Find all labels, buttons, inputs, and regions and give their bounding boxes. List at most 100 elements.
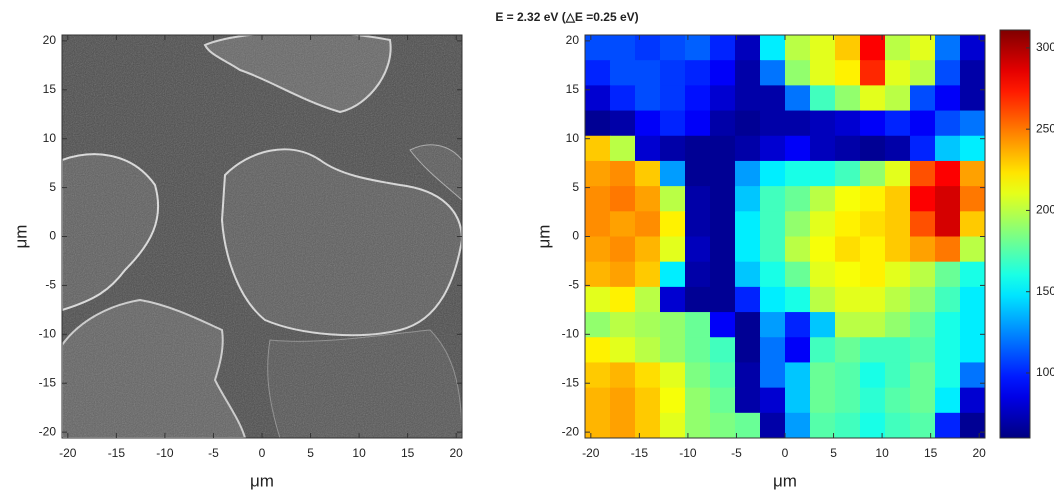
y-tick-label: -10 [562, 326, 580, 340]
heatmap-cell [710, 111, 736, 137]
y-tick-label: 10 [566, 131, 580, 145]
x-tick-label: 5 [830, 446, 837, 460]
heatmap-cell [685, 262, 711, 288]
heatmap-cell [685, 337, 711, 363]
heatmap-cell [610, 111, 636, 137]
heatmap-cell [660, 161, 686, 187]
heatmap-cell [935, 211, 961, 237]
heatmap-cell [710, 312, 736, 338]
heatmap-cell [735, 262, 761, 288]
heatmap-cell [885, 237, 911, 263]
heatmap-cell [585, 60, 611, 86]
heatmap-cell [860, 362, 886, 388]
heatmap-cell [960, 35, 986, 61]
heatmap-cell [785, 262, 811, 288]
heatmap-cell [885, 362, 911, 388]
heatmap-cell [585, 287, 611, 313]
heatmap-cell [635, 337, 661, 363]
heatmap-cell [735, 287, 761, 313]
heatmap-cell [785, 136, 811, 162]
heatmap-cell [885, 262, 911, 288]
heatmap-cell [710, 237, 736, 263]
heatmap-cell [960, 388, 986, 414]
heatmap-cell [585, 136, 611, 162]
heatmap-cell [910, 262, 936, 288]
heatmap-cell [860, 211, 886, 237]
heatmap-cell [910, 136, 936, 162]
x-tick-label: -20 [59, 446, 77, 460]
y-tick-label: 10 [43, 131, 57, 145]
heatmap-cell [835, 161, 861, 187]
heatmap-cell [910, 60, 936, 86]
heatmap-cell [685, 186, 711, 212]
heatmap-cell [610, 60, 636, 86]
y-axis-label: μm [11, 225, 30, 249]
heatmap-cell [935, 237, 961, 263]
heatmap-cell [685, 312, 711, 338]
heatmap-cell [960, 362, 986, 388]
heatmap-cell [735, 111, 761, 137]
heatmap-cell [760, 413, 786, 439]
heatmap-cell [710, 362, 736, 388]
heatmap-cell [885, 161, 911, 187]
heatmap-cell [885, 337, 911, 363]
heatmap-cell [660, 287, 686, 313]
heatmap-cell [960, 60, 986, 86]
heatmap-cell [835, 388, 861, 414]
heatmap-cell [610, 85, 636, 111]
heatmap-cell [610, 413, 636, 439]
heatmap-cell [660, 211, 686, 237]
heatmap-cell [685, 161, 711, 187]
heatmap-cell [735, 60, 761, 86]
heatmap-cell [660, 337, 686, 363]
heatmap-cell [685, 85, 711, 111]
heatmap-cell [835, 262, 861, 288]
y-tick-label: -10 [39, 326, 57, 340]
heatmap-cell [635, 388, 661, 414]
x-tick-label: 10 [352, 446, 366, 460]
heatmap-cell [935, 413, 961, 439]
heatmap-cell [910, 186, 936, 212]
heatmap-cell [610, 388, 636, 414]
heatmap-cell [885, 312, 911, 338]
x-tick-label: -15 [108, 446, 126, 460]
heatmap-cell [585, 413, 611, 439]
x-tick-label: 0 [259, 446, 266, 460]
y-tick-label: 5 [572, 180, 579, 194]
x-tick-label: 20 [972, 446, 986, 460]
heatmap-cell [835, 60, 861, 86]
heatmap-cell [760, 262, 786, 288]
heatmap-cell [885, 211, 911, 237]
heatmap-cell [860, 312, 886, 338]
heatmap-cell [735, 85, 761, 111]
heatmap-cell [910, 211, 936, 237]
heatmap-cell [885, 136, 911, 162]
heatmap-cell [685, 362, 711, 388]
heatmap-cell [835, 287, 861, 313]
heatmap-cell [660, 85, 686, 111]
heatmap-cell [935, 362, 961, 388]
heatmap-cell [735, 312, 761, 338]
heatmap-cell [960, 262, 986, 288]
heatmap-cell [760, 211, 786, 237]
heatmap-cell [935, 388, 961, 414]
heatmap-cell [585, 111, 611, 137]
heatmap-cell [835, 337, 861, 363]
heatmap-cell [635, 60, 661, 86]
heatmap-cell [660, 237, 686, 263]
heatmap-cell [660, 186, 686, 212]
heatmap-cell [935, 161, 961, 187]
heatmap-cell [910, 337, 936, 363]
heatmap-cell [910, 413, 936, 439]
y-tick-label: 0 [49, 229, 56, 243]
heatmap-cell [910, 111, 936, 137]
x-tick-label: 20 [449, 446, 463, 460]
heatmap-cell [585, 237, 611, 263]
heatmap-cell [785, 35, 811, 61]
heatmap-cell [635, 362, 661, 388]
heatmap-cell [760, 287, 786, 313]
heatmap-cell [760, 237, 786, 263]
heatmap-cell [810, 388, 836, 414]
heatmap-cell [685, 35, 711, 61]
heatmap-cell [760, 312, 786, 338]
